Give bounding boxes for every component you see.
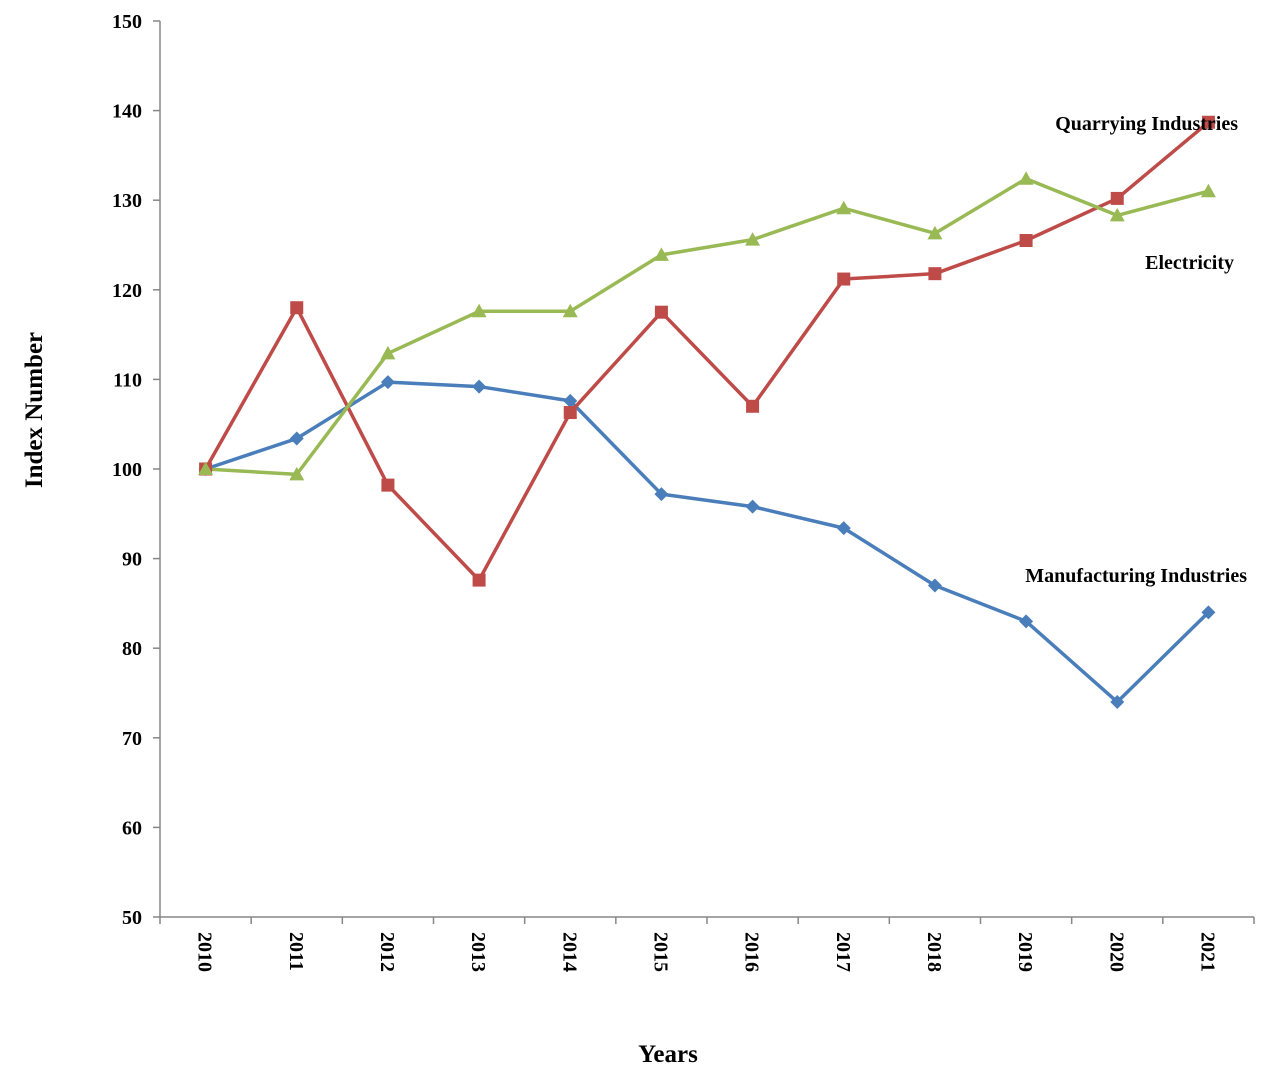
data-point-diamond [745,499,760,514]
x-tick-label: 2019 [1014,932,1036,972]
data-point-square [1110,191,1124,205]
data-point-square [654,305,668,319]
x-tick-label: 2018 [923,932,945,972]
data-point-triangle [471,303,487,318]
data-point-triangle [198,461,214,475]
data-point-triangle [927,225,943,240]
y-tick-label: 150 [112,11,142,33]
data-point-square [837,272,851,286]
series-label-quarrying: Quarrying Industries [1055,113,1238,135]
y-tick-label: 120 [112,280,142,302]
y-ticks: 50 60 70 80 90 100 110 120 130 140 150 [112,11,160,929]
x-ticks: 2010 2011 2012 2013 2014 2015 2016 2017 2018 2019… [159,917,1255,972]
data-point-square [1019,234,1033,248]
x-tick-label: 2021 [1196,932,1218,972]
series-line-0 [205,380,1210,704]
y-axis-title: Index Number [21,332,48,488]
series-label-manufacturing: Manufacturing Industries [1025,565,1247,587]
data-point-square [290,301,304,315]
x-tick-label: 2015 [649,932,671,972]
y-tick-label: 60 [122,817,142,839]
data-point-diamond [836,521,851,536]
y-tick-label: 110 [113,369,142,391]
data-point-diamond [289,431,304,446]
series-lines [204,120,1210,704]
data-point-diamond [1201,605,1216,620]
x-tick-label: 2013 [467,932,489,972]
data-point-triangle [836,200,852,215]
data-point-square [928,267,942,281]
y-tick-label: 90 [122,549,142,571]
x-tick-label: 2020 [1105,932,1127,972]
data-point-diamond [1110,694,1125,709]
data-point-triangle [745,232,761,246]
data-point-triangle [1018,171,1034,185]
series-markers [198,115,1216,709]
x-tick-label: 2010 [194,932,216,972]
data-point-square [746,399,760,413]
y-tick-label: 50 [122,907,142,929]
data-point-diamond [472,379,487,394]
y-tick-label: 140 [112,101,142,123]
x-tick-label: 2014 [558,932,580,972]
x-tick-label: 2017 [832,932,854,972]
y-tick-label: 100 [112,459,142,481]
data-point-triangle [653,247,669,261]
series-label-electricity: Electricity [1145,252,1234,274]
data-point-square [563,406,577,420]
data-point-diamond [927,578,942,593]
data-point-triangle [1200,183,1216,198]
x-tick-label: 2016 [741,932,763,972]
data-point-triangle [1109,207,1125,222]
y-tick-label: 80 [122,638,142,660]
data-point-triangle [289,466,305,481]
series-line-1 [204,120,1210,582]
data-point-square [1201,115,1215,129]
data-point-triangle [380,345,396,360]
data-point-square [381,478,395,492]
x-axis-title: Years [638,1041,698,1068]
axes [159,21,1254,918]
data-point-diamond [380,375,395,390]
x-tick-label: 2012 [376,932,398,972]
data-point-diamond [1019,614,1034,629]
y-tick-label: 70 [122,728,142,750]
x-tick-label: 2011 [285,932,307,971]
data-point-diamond [654,487,669,502]
series-line-2 [205,176,1209,477]
data-point-diamond [563,393,578,408]
data-point-triangle [562,303,578,318]
data-point-square [472,573,486,587]
y-tick-label: 130 [112,190,142,212]
